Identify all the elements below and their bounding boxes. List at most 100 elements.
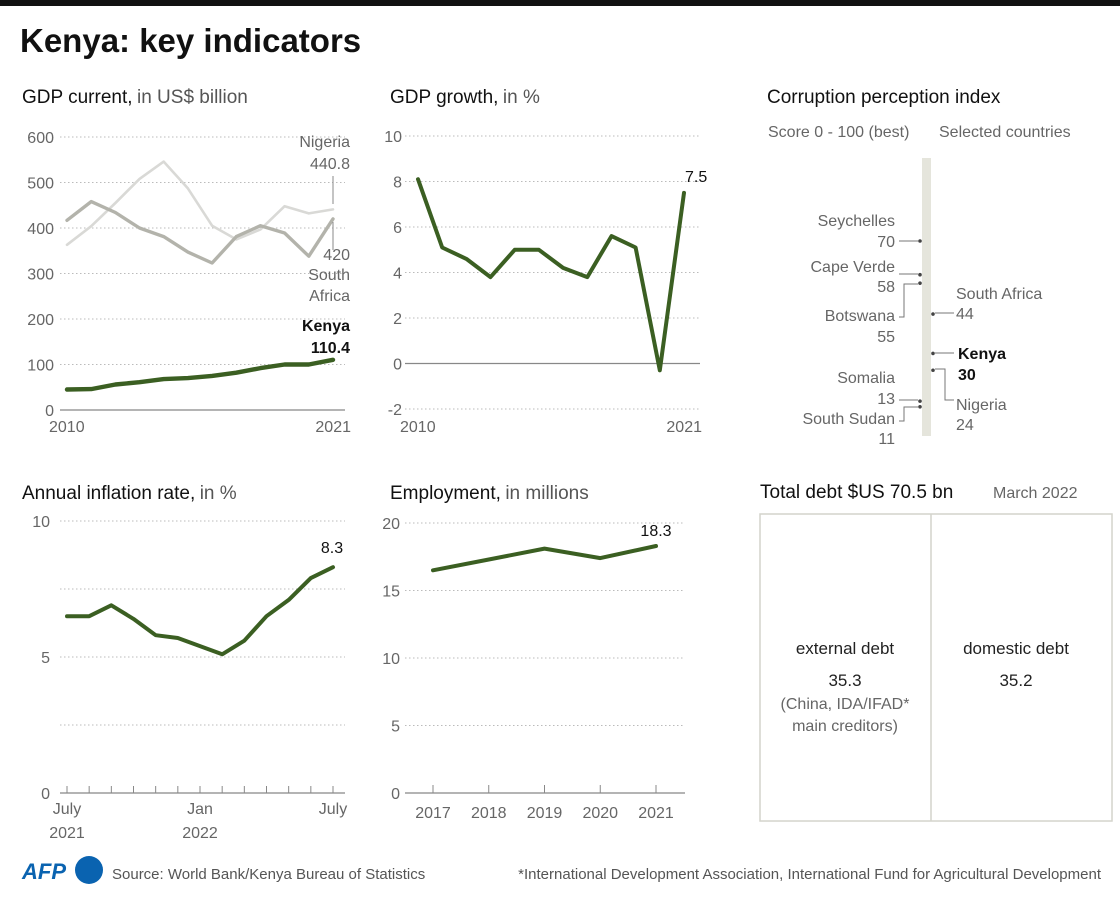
- inflation-y-tick-label: 5: [41, 650, 50, 667]
- inflation-y-tick-label: 0: [41, 786, 50, 803]
- employment-y-tick-label: 20: [382, 516, 400, 533]
- cpi-dot-botswana: [918, 281, 922, 285]
- cpi-label-south-africa: South Africa: [956, 286, 1042, 303]
- employment-x-tick-label: 2017: [415, 805, 451, 822]
- employment-x-tick-label: 2018: [471, 805, 507, 822]
- page-title: Kenya: key indicators: [20, 22, 361, 59]
- cpi-scale-bar: [922, 158, 931, 436]
- gdp-y-tick-label: 500: [27, 176, 54, 193]
- debt-date: March 2022: [993, 485, 1078, 502]
- gdp-series-line-kenya: [64, 357, 336, 392]
- domestic-debt-label: domestic debt: [963, 639, 1069, 658]
- domestic-debt-value: 35.2: [999, 671, 1032, 690]
- kenya-label: Kenya: [302, 318, 350, 335]
- employment-chart: 0 5 10 15 20 2017 2018 2019 2020 2021: [382, 516, 685, 822]
- inflation-x-tick-label: Jan: [187, 801, 213, 818]
- cpi-value-south-sudan: 11: [878, 431, 895, 448]
- employment-x-tick-label: 2021: [638, 805, 674, 822]
- cpi-dot-nigeria: [931, 368, 935, 373]
- external-debt-label: external debt: [796, 639, 895, 658]
- growth-y-tick-label: 8: [393, 175, 402, 192]
- south-africa-value: 420: [323, 247, 350, 264]
- growth-y-tick-label: -2: [388, 402, 402, 419]
- cpi-dot-seychelles: [918, 239, 922, 243]
- growth-y-tick-label: 2: [393, 311, 402, 328]
- cpi-title: Corruption perception index: [767, 87, 1001, 108]
- growth-y-tick-label: 4: [393, 266, 402, 283]
- cpi-dot-cape-verde: [918, 272, 922, 277]
- gdp-y-tick-label: 0: [45, 403, 54, 420]
- cpi-label-cape-verde: Cape Verde: [810, 259, 895, 276]
- gdp-chart: 0 100 200 300 400 500 600 2010 2021: [27, 130, 351, 436]
- employment-x-tick-label: 2019: [527, 805, 563, 822]
- nigeria-label: Nigeria: [299, 134, 350, 151]
- gdp-series-line-south-africa: [65, 199, 335, 265]
- inflation-x-tick-label: 2022: [182, 825, 218, 842]
- cpi-value-cape-verde: 58: [877, 279, 895, 296]
- growth-y-tick-label: 6: [393, 220, 402, 237]
- debt-box: [759, 513, 1113, 822]
- cpi-subtitle-left: Score 0 - 100 (best): [768, 124, 909, 141]
- cpi-label-seychelles: Seychelles: [818, 213, 895, 230]
- afp-logo: AFP: [21, 856, 103, 884]
- employment-x-tick-label: 2020: [582, 805, 618, 822]
- cpi-label-somalia: Somalia: [837, 370, 895, 387]
- inflation-chart: 0 5 10 July 2021 Jan 2022 July: [32, 514, 347, 842]
- growth-chart: -2 0 2 4 6 8 10 2010 2021: [384, 129, 702, 436]
- cpi-dot-somalia: [918, 399, 922, 403]
- cpi-value-south-africa: 44: [956, 306, 974, 323]
- gdp-y-tick-label: 400: [27, 221, 54, 238]
- cpi-dot-south-sudan: [918, 404, 922, 409]
- inflation-x-tick-label: 2021: [49, 825, 85, 842]
- cpi-value-botswana: 55: [877, 329, 895, 346]
- gdp-title: GDP current, in US$ billion: [22, 87, 248, 108]
- growth-title: GDP growth, in %: [390, 87, 540, 108]
- inflation-title: Annual inflation rate, in %: [22, 483, 237, 504]
- kenya-value: 110.4: [311, 340, 350, 357]
- employment-y-tick-label: 5: [391, 719, 400, 736]
- growth-x-tick-label: 2021: [666, 419, 702, 436]
- gdp-x-tick-label: 2010: [49, 419, 85, 436]
- cpi-label-kenya: Kenya: [958, 346, 1006, 363]
- external-debt-value: 35.3: [828, 671, 861, 690]
- cpi-dot-kenya: [931, 351, 935, 356]
- south-africa-label-2: Africa: [309, 288, 350, 305]
- inflation-x-tick-label: July: [319, 801, 347, 818]
- cpi-label-south-sudan: South Sudan: [802, 411, 895, 428]
- inflation-end-label: 8.3: [321, 540, 343, 557]
- external-debt-note-2: main creditors): [792, 718, 898, 735]
- gdp-y-tick-label: 300: [27, 267, 54, 284]
- top-bar: [0, 0, 1120, 6]
- nigeria-value: 440.8: [310, 156, 350, 173]
- cpi-label-nigeria: Nigeria: [956, 397, 1007, 414]
- growth-end-label: 7.5: [685, 169, 707, 186]
- growth-y-tick-label: 10: [384, 129, 402, 146]
- cpi-value-somalia: 13: [877, 391, 895, 408]
- source-text: Source: World Bank/Kenya Bureau of Stati…: [112, 866, 425, 883]
- gdp-x-tick-label: 2021: [315, 419, 351, 436]
- employment-y-tick-label: 10: [382, 651, 400, 668]
- growth-x-tick-label: 2010: [400, 419, 436, 436]
- cpi-leaders: [899, 240, 954, 422]
- afp-logo-circle: [75, 856, 103, 884]
- debt-title: Total debt $US 70.5 bn: [760, 482, 953, 503]
- inflation-series-line: [65, 565, 335, 657]
- gdp-y-tick-label: 100: [27, 358, 54, 375]
- cpi-subtitle-right: Selected countries: [939, 124, 1071, 141]
- employment-series-line: [431, 544, 658, 573]
- inflation-y-tick-label: 10: [32, 514, 50, 531]
- cpi-value-kenya: 30: [958, 367, 976, 384]
- footnote-text: *International Development Association, …: [518, 866, 1102, 883]
- afp-logo-text: AFP: [21, 859, 66, 884]
- cpi-value-seychelles: 70: [877, 234, 895, 251]
- cpi-value-nigeria: 24: [956, 417, 974, 434]
- cpi-label-botswana: Botswana: [825, 308, 895, 325]
- south-africa-label-1: South: [308, 267, 350, 284]
- employment-y-tick-label: 15: [382, 584, 400, 601]
- gdp-y-tick-label: 200: [27, 312, 54, 329]
- growth-series-line: [416, 177, 686, 373]
- gdp-y-tick-label: 600: [27, 130, 54, 147]
- employment-title: Employment, in millions: [390, 483, 589, 504]
- growth-y-tick-label: 0: [393, 357, 402, 374]
